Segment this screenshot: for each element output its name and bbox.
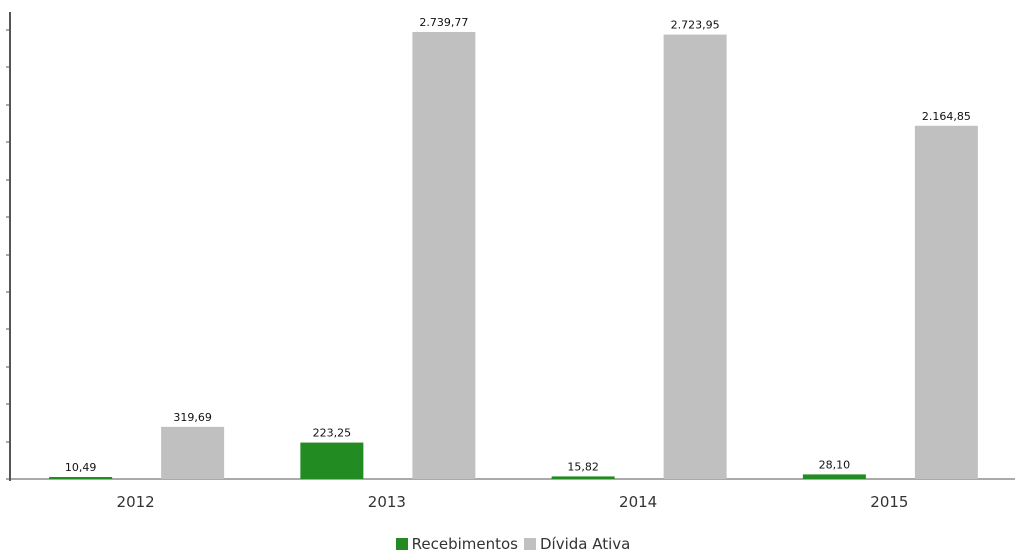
data-label-recebimentos-2013: 223,25 bbox=[313, 427, 352, 440]
bar-chart: 2012 10,49 319,69 2013 223,25 2.739,77 2014 15,… bbox=[6, 12, 1015, 511]
legend-item-recebimentos[interactable]: Recebimentos bbox=[395, 534, 518, 553]
bar-d-vida-ativa-2015 bbox=[914, 125, 978, 479]
data-label-recebimentos-2012: 10,49 bbox=[65, 461, 97, 474]
bar-recebimentos-2013 bbox=[300, 442, 364, 479]
data-label-d-vida-ativa-2013: 2.739,77 bbox=[419, 16, 468, 29]
x-tick-label-2013: 2013 bbox=[368, 493, 406, 511]
legend-item-divida-ativa[interactable]: Dívida Ativa bbox=[524, 535, 630, 553]
data-label-recebimentos-2015: 28,10 bbox=[819, 458, 851, 471]
bar-recebimentos-2012 bbox=[49, 477, 113, 479]
data-label-d-vida-ativa-2014: 2.723,95 bbox=[671, 19, 720, 32]
chart-legend: Recebimentos Dívida Ativa bbox=[0, 534, 1026, 553]
data-label-d-vida-ativa-2015: 2.164,85 bbox=[922, 110, 971, 123]
bar-recebimentos-2015 bbox=[802, 474, 866, 479]
x-tick-label-2012: 2012 bbox=[117, 493, 155, 511]
x-tick-label-2015: 2015 bbox=[870, 493, 908, 511]
bar-d-vida-ativa-2013 bbox=[412, 31, 476, 479]
legend-swatch-divida-ativa bbox=[524, 537, 536, 550]
data-label-recebimentos-2014: 15,82 bbox=[567, 460, 599, 473]
bar-d-vida-ativa-2014 bbox=[663, 34, 727, 480]
legend-label-divida-ativa: Dívida Ativa bbox=[540, 534, 631, 553]
bar-d-vida-ativa-2012 bbox=[161, 426, 225, 479]
bar-recebimentos-2014 bbox=[551, 476, 615, 479]
data-label-d-vida-ativa-2012: 319,69 bbox=[173, 411, 212, 424]
legend-label-recebimentos: Recebimentos bbox=[411, 534, 518, 553]
legend-swatch-recebimentos bbox=[395, 537, 408, 550]
x-tick-label-2014: 2014 bbox=[619, 493, 657, 511]
